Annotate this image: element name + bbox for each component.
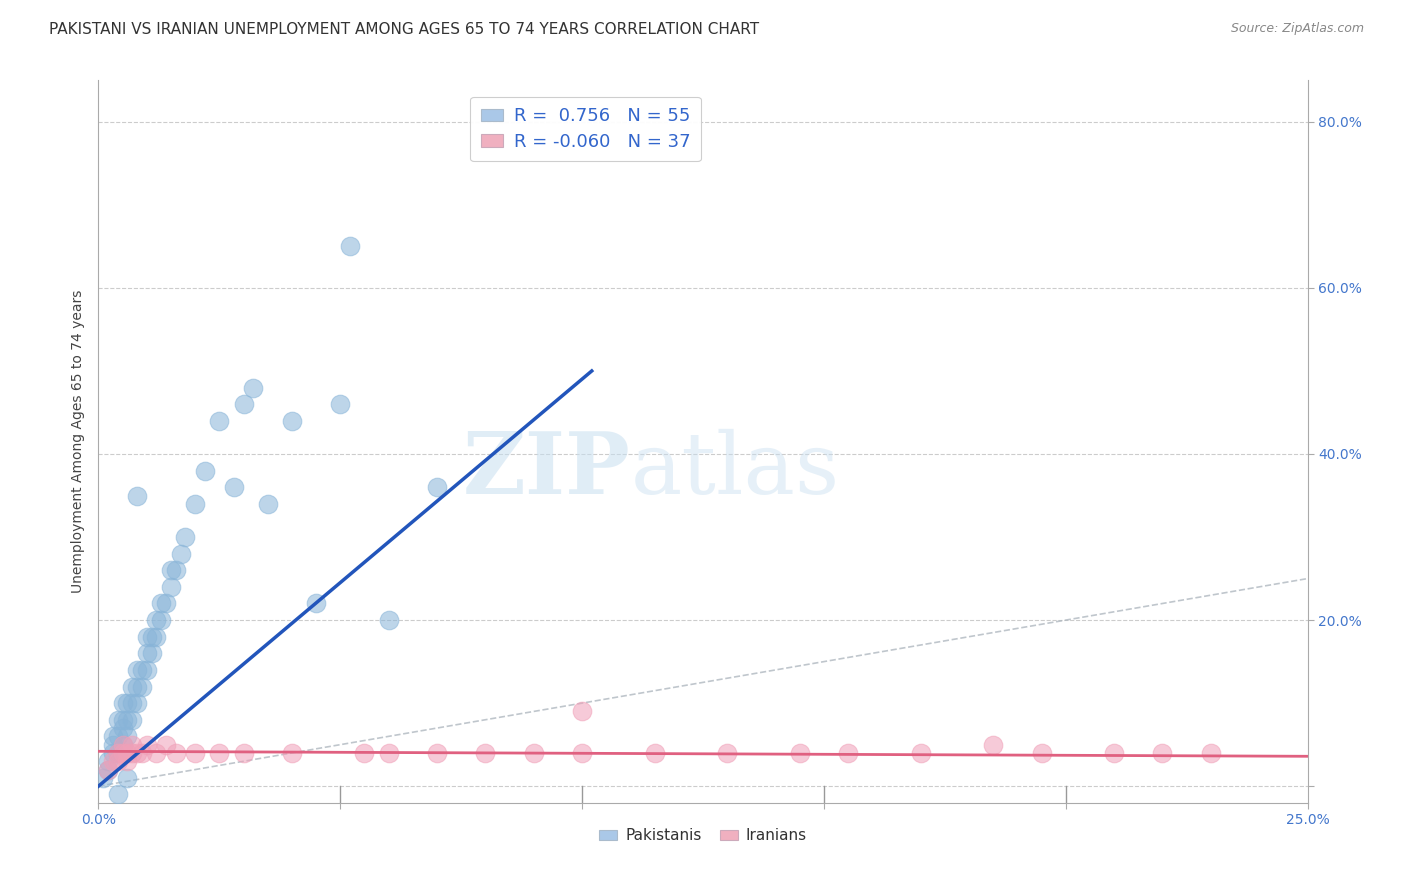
Point (127, 696, 149, 710)
Point (523, 746, 546, 760)
Point (716, 746, 738, 760)
Legend: Pakistanis, Iranians: Pakistanis, Iranians (593, 822, 813, 849)
Point (339, 239, 361, 253)
Point (127, 680, 149, 694)
Point (1031, 746, 1053, 760)
Point (111, 738, 134, 752)
Point (150, 597, 173, 611)
Point (1152, 746, 1174, 760)
Point (242, 380, 264, 394)
Point (222, 480, 245, 494)
Text: ZIP: ZIP (463, 428, 630, 512)
Point (329, 397, 352, 411)
Point (150, 613, 173, 627)
Point (184, 497, 207, 511)
Point (256, 497, 278, 511)
Point (281, 746, 304, 760)
Point (121, 713, 143, 727)
Point (145, 613, 167, 627)
Point (131, 746, 153, 760)
Point (127, 663, 149, 677)
Point (127, 746, 149, 760)
Point (107, 713, 129, 727)
Point (117, 771, 139, 785)
Point (169, 547, 191, 561)
Point (165, 563, 187, 577)
Point (145, 630, 167, 644)
Point (111, 713, 134, 727)
Point (160, 580, 183, 594)
Point (910, 746, 932, 760)
Point (141, 630, 163, 644)
Point (135, 738, 157, 752)
Point (117, 754, 139, 768)
Point (208, 746, 231, 760)
Point (232, 746, 254, 760)
Point (97, 763, 120, 777)
Point (184, 746, 207, 760)
Point (1199, 746, 1222, 760)
Point (101, 738, 124, 752)
Point (474, 746, 496, 760)
Point (111, 738, 134, 752)
Point (165, 746, 187, 760)
Point (837, 746, 859, 760)
Point (117, 746, 139, 760)
Point (353, 746, 375, 760)
Point (131, 663, 153, 677)
Point (377, 746, 399, 760)
Point (107, 746, 129, 760)
Point (644, 746, 666, 760)
Point (117, 696, 139, 710)
Point (789, 746, 811, 760)
Point (107, 730, 129, 744)
Point (232, 397, 254, 411)
Point (155, 597, 177, 611)
Point (91, 771, 114, 785)
Point (160, 563, 183, 577)
Point (131, 680, 153, 694)
Point (101, 754, 124, 768)
Point (571, 746, 593, 760)
Y-axis label: Unemployment Among Ages 65 to 74 years: Unemployment Among Ages 65 to 74 years (72, 290, 86, 593)
Point (426, 746, 449, 760)
Point (97, 754, 120, 768)
Point (107, 788, 129, 802)
Point (121, 680, 143, 694)
Point (121, 738, 143, 752)
Point (571, 705, 593, 719)
Point (426, 480, 449, 494)
Text: atlas: atlas (630, 429, 839, 512)
Point (101, 746, 124, 760)
Point (377, 613, 399, 627)
Point (101, 730, 124, 744)
Point (117, 730, 139, 744)
Point (141, 646, 163, 660)
Point (121, 696, 143, 710)
Point (145, 746, 167, 760)
Point (1102, 746, 1125, 760)
Point (117, 713, 139, 727)
Point (208, 414, 231, 428)
Point (121, 746, 143, 760)
Point (111, 746, 134, 760)
Point (135, 646, 157, 660)
Point (107, 754, 129, 768)
Text: Source: ZipAtlas.com: Source: ZipAtlas.com (1230, 22, 1364, 36)
Point (981, 738, 1004, 752)
Point (111, 696, 134, 710)
Point (174, 530, 197, 544)
Point (97, 763, 120, 777)
Point (127, 489, 149, 503)
Point (305, 597, 328, 611)
Point (194, 464, 217, 478)
Text: PAKISTANI VS IRANIAN UNEMPLOYMENT AMONG AGES 65 TO 74 YEARS CORRELATION CHART: PAKISTANI VS IRANIAN UNEMPLOYMENT AMONG … (49, 22, 759, 37)
Point (111, 721, 134, 735)
Point (107, 746, 129, 760)
Point (135, 663, 157, 677)
Point (155, 738, 177, 752)
Point (135, 630, 157, 644)
Point (281, 414, 304, 428)
